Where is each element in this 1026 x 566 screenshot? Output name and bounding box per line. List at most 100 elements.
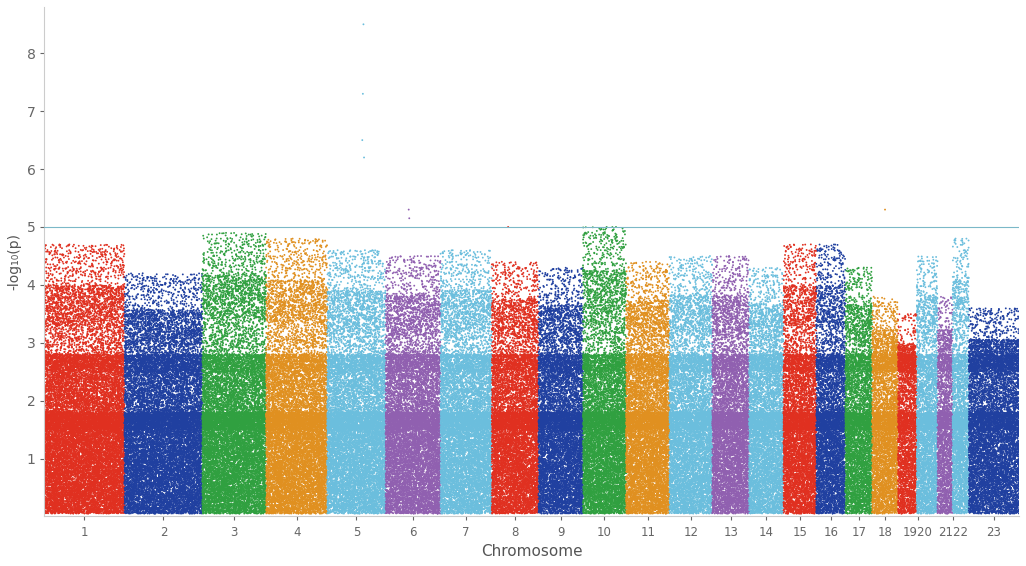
Point — [68, 372, 84, 381]
Point — [992, 508, 1009, 517]
Point — [883, 391, 900, 400]
Point — [963, 444, 980, 453]
Point — [525, 363, 542, 372]
Point — [368, 324, 385, 333]
Point — [441, 336, 458, 345]
Point — [704, 455, 720, 464]
Point — [916, 405, 933, 414]
Point — [387, 460, 403, 469]
Point — [251, 466, 268, 475]
Point — [524, 416, 541, 425]
Point — [461, 363, 477, 372]
Point — [162, 426, 179, 435]
Point — [678, 415, 695, 424]
Point — [686, 403, 703, 412]
Point — [162, 449, 179, 458]
Point — [864, 442, 880, 451]
Point — [964, 437, 981, 446]
Point — [45, 278, 62, 287]
Point — [327, 405, 344, 414]
Point — [575, 488, 591, 498]
Point — [294, 507, 311, 516]
Point — [753, 357, 770, 366]
Point — [91, 441, 108, 450]
Point — [280, 241, 297, 250]
Point — [506, 351, 522, 361]
Point — [657, 413, 673, 422]
Point — [973, 459, 989, 468]
Point — [225, 434, 241, 443]
Point — [826, 345, 842, 354]
Point — [935, 389, 951, 398]
Point — [181, 490, 197, 499]
Point — [420, 464, 436, 473]
Point — [568, 463, 585, 472]
Point — [992, 356, 1009, 365]
Point — [661, 361, 677, 370]
Point — [398, 485, 415, 494]
Point — [926, 475, 943, 484]
Point — [833, 469, 850, 478]
Point — [476, 291, 492, 300]
Point — [206, 354, 223, 363]
Point — [207, 438, 224, 447]
Point — [443, 283, 460, 292]
Point — [429, 385, 445, 395]
Point — [724, 406, 741, 415]
Point — [474, 377, 490, 386]
Point — [219, 410, 235, 419]
Point — [192, 450, 208, 459]
Point — [874, 464, 891, 473]
Point — [744, 496, 760, 505]
Point — [142, 302, 158, 311]
Point — [780, 474, 796, 483]
Point — [233, 469, 249, 478]
Point — [66, 417, 82, 426]
Point — [233, 422, 249, 431]
Point — [538, 413, 554, 422]
Point — [913, 484, 930, 494]
Point — [260, 416, 276, 425]
Point — [505, 454, 521, 463]
Point — [496, 413, 512, 422]
Point — [819, 265, 835, 274]
Point — [768, 336, 785, 345]
Point — [980, 487, 996, 496]
Point — [786, 464, 802, 473]
Point — [799, 263, 816, 272]
Point — [689, 273, 706, 282]
Point — [886, 441, 903, 450]
Point — [772, 474, 788, 483]
Point — [215, 299, 232, 308]
Point — [807, 449, 824, 458]
Point — [993, 359, 1010, 368]
Point — [359, 431, 376, 440]
Point — [732, 505, 748, 514]
Point — [304, 508, 320, 517]
Point — [625, 384, 641, 393]
Point — [554, 445, 570, 454]
Point — [626, 397, 642, 406]
Point — [111, 426, 127, 435]
Point — [113, 441, 129, 450]
Point — [450, 417, 467, 426]
Point — [446, 440, 463, 449]
Point — [169, 476, 186, 485]
Point — [71, 450, 87, 459]
Point — [721, 436, 738, 445]
Point — [73, 419, 89, 428]
Point — [724, 417, 741, 426]
Point — [928, 369, 944, 378]
Point — [397, 417, 413, 426]
Point — [379, 361, 395, 370]
Point — [485, 303, 502, 312]
Point — [878, 331, 895, 340]
Point — [239, 483, 255, 492]
Point — [570, 499, 587, 508]
Point — [847, 383, 864, 392]
Point — [340, 385, 356, 394]
Point — [218, 475, 234, 484]
Point — [265, 489, 281, 498]
Point — [428, 458, 444, 467]
Point — [813, 469, 829, 478]
